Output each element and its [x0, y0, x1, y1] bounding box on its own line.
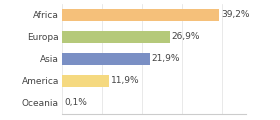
Bar	[62, 31, 170, 43]
Text: 21,9%: 21,9%	[151, 54, 180, 63]
Text: 39,2%: 39,2%	[221, 10, 249, 19]
Bar	[62, 9, 219, 21]
Bar	[62, 75, 109, 87]
Text: 0,1%: 0,1%	[64, 98, 87, 107]
Text: 26,9%: 26,9%	[172, 32, 200, 41]
Text: 11,9%: 11,9%	[111, 76, 140, 85]
Bar	[62, 53, 150, 65]
